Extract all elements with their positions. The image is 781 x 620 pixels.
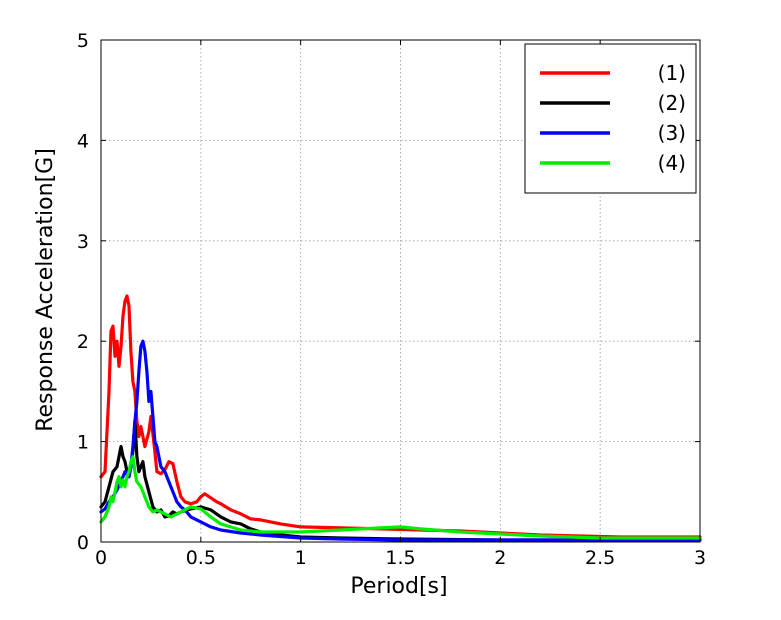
y-tick-label: 0 [77, 532, 89, 554]
series-layer [99, 294, 702, 542]
x-tick-label: 1.5 [385, 547, 415, 569]
x-tick-label: 0 [95, 547, 107, 569]
x-tick-label: 1 [295, 547, 307, 569]
axis-ticks: 0 0.5 1 1.5 2 2.5 3 0 1 2 3 4 5 [77, 30, 706, 569]
x-tick-label: 2 [494, 547, 506, 569]
legend-box [524, 43, 697, 194]
y-tick-label: 1 [77, 432, 89, 454]
legend: (1) (2) (3) (4) [524, 43, 697, 194]
legend-label-3: (3) [658, 121, 686, 145]
legend-label-1: (1) [658, 61, 686, 85]
y-tick-label: 4 [77, 130, 89, 152]
legend-label-2: (2) [658, 91, 686, 115]
x-tick-label: 3 [694, 547, 706, 569]
x-tick-label: 2.5 [585, 547, 615, 569]
legend-label-4: (4) [658, 151, 686, 175]
y-tick-label: 2 [77, 331, 89, 353]
x-tick-label: 0.5 [186, 547, 216, 569]
y-axis-label: Response Acceleration[G] [33, 148, 58, 432]
x-axis-label: Period[s] [350, 574, 447, 599]
y-tick-label: 3 [77, 231, 89, 253]
y-tick-label: 5 [77, 30, 89, 52]
series-line-4 [99, 455, 702, 540]
